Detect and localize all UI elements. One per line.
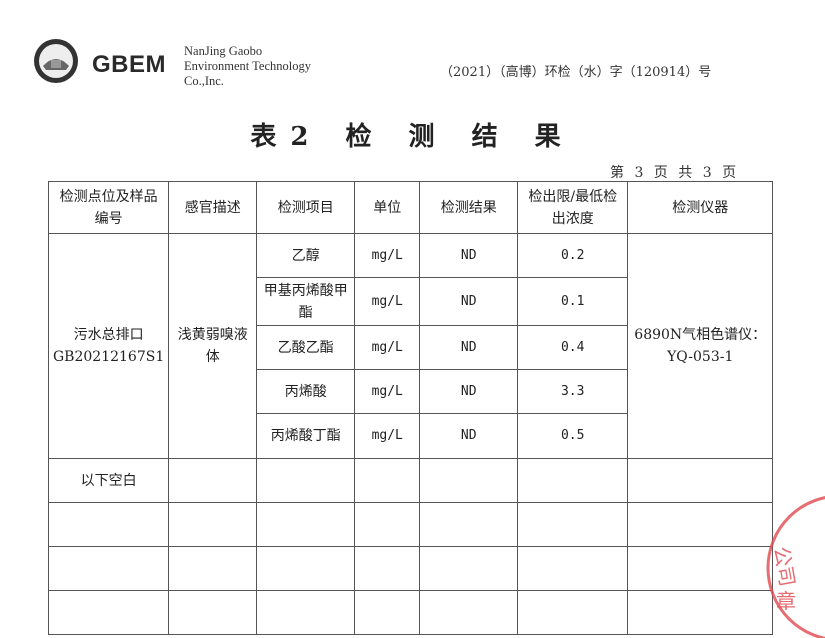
unit-cell: mg/L bbox=[354, 277, 421, 326]
blank-note-cell: 以下空白 bbox=[47, 458, 170, 503]
document-number: （2021）（高博）环检（水）字（120914）号 bbox=[440, 65, 712, 80]
company-line: NanJing Gaobo bbox=[184, 44, 263, 58]
table-row: 甲基丙烯酸甲酯 mg/L ND 0.1 bbox=[49, 277, 773, 326]
header-cell: 单位 bbox=[354, 181, 421, 234]
page-number: 第 3 页 共 3 页 bbox=[610, 165, 740, 181]
unit-cell: mg/L bbox=[354, 413, 421, 459]
limit-cell: 3.3 bbox=[517, 369, 629, 414]
unit-cell: mg/L bbox=[354, 369, 421, 414]
result-cell: ND bbox=[419, 369, 519, 414]
table-row: 乙酸乙酯 mg/L ND 0.4 bbox=[49, 325, 773, 370]
limit-cell: 0.4 bbox=[517, 325, 629, 370]
table-row: 丙烯酸丁酯 mg/L ND 0.5 bbox=[49, 413, 773, 459]
brand-name: GBEM bbox=[92, 51, 166, 78]
description-cell: 浅黄弱嗅液体 bbox=[168, 233, 258, 459]
result-cell: ND bbox=[419, 233, 519, 278]
header-cell: 检测项目 bbox=[256, 181, 356, 234]
company-line: Environment Technology bbox=[184, 59, 311, 73]
header-cell: 检测结果 bbox=[419, 181, 519, 234]
page-title: 表2 检 测 结 果 bbox=[250, 122, 575, 152]
header-cell: 检出限/最低检出浓度 bbox=[517, 181, 629, 234]
result-cell: ND bbox=[419, 413, 519, 459]
header-cell: 感官描述 bbox=[168, 181, 258, 234]
item-cell: 乙酸乙酯 bbox=[256, 325, 356, 370]
svg-text:章: 章 bbox=[776, 589, 796, 613]
table-header-row: 检测点位及样品编号 感官描述 检测项目 单位 检测结果 检出限/最低检出浓度 检… bbox=[47, 181, 774, 234]
unit-cell: mg/L bbox=[354, 233, 421, 278]
company-name: NanJing Gaobo Environment Technology Co.… bbox=[184, 44, 311, 89]
results-table: 检测点位及样品编号 感官描述 检测项目 单位 检测结果 检出限/最低检出浓度 检… bbox=[47, 181, 774, 635]
company-seal-logo bbox=[34, 39, 78, 83]
item-cell: 甲基丙烯酸甲酯 bbox=[256, 277, 356, 326]
svg-text:公司: 公司 bbox=[769, 545, 800, 589]
blank-row: 以下空白 bbox=[47, 458, 774, 503]
limit-cell: 0.1 bbox=[517, 277, 629, 326]
item-cell: 乙醇 bbox=[256, 233, 356, 278]
instrument-cell: 6890N气相色谱仪：YQ-053-1 bbox=[627, 233, 774, 459]
red-seal-stamp: 公司 章 bbox=[766, 496, 825, 638]
unit-cell: mg/L bbox=[354, 325, 421, 370]
result-cell: ND bbox=[419, 277, 519, 326]
blank-row bbox=[47, 546, 774, 591]
limit-cell: 0.2 bbox=[517, 233, 629, 278]
table-row: 污水总排口GB20212167S1 浅黄弱嗅液体 乙醇 mg/L ND 0.2 … bbox=[47, 233, 774, 459]
sample-id-cell: 污水总排口GB20212167S1 bbox=[47, 233, 170, 459]
blank-row bbox=[47, 502, 774, 547]
item-cell: 丙烯酸 bbox=[256, 369, 356, 414]
header-cell: 检测仪器 bbox=[627, 181, 774, 234]
item-cell: 丙烯酸丁酯 bbox=[256, 413, 356, 459]
table-row: 丙烯酸 mg/L ND 3.3 bbox=[49, 369, 773, 414]
limit-cell: 0.5 bbox=[517, 413, 629, 459]
header-cell: 检测点位及样品编号 bbox=[47, 181, 170, 234]
result-cell: ND bbox=[419, 325, 519, 370]
company-line: Co.,Inc. bbox=[184, 74, 224, 88]
